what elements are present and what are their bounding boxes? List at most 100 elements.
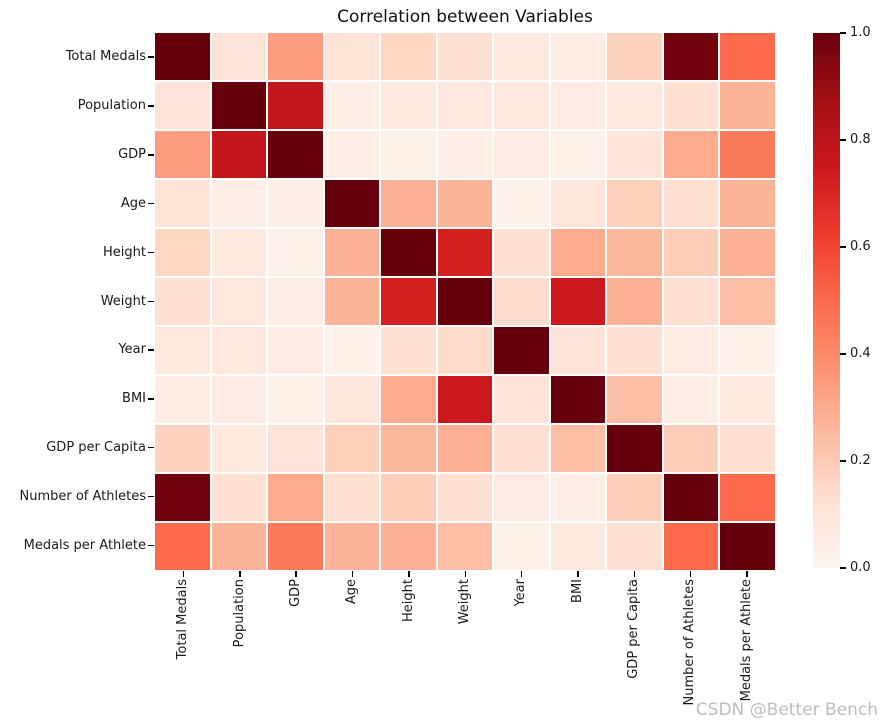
heatmap-cell [607,376,662,423]
x-axis-tick [239,571,241,577]
heatmap-cell [550,523,606,570]
heatmap-cell [607,523,662,570]
heatmap-cell [720,327,775,374]
heatmap-cell [268,327,323,374]
heatmap-cell [324,82,380,129]
y-axis-tick [148,349,154,351]
colorbar-tick [840,246,846,248]
heatmap-cell [324,229,380,276]
heatmap-cell [211,278,267,325]
heatmap-cell [268,523,323,570]
heatmap-cell [324,131,380,178]
heatmap-cell [268,131,323,178]
heatmap-cell [268,425,323,472]
heatmap-cell [437,180,493,227]
x-axis-tick [182,571,185,577]
y-axis-tick [148,202,154,205]
heatmap-cell [663,33,719,80]
heatmap-cell [550,376,606,423]
heatmap-cell [607,425,662,472]
heatmap-cell [550,327,606,374]
heatmap-cell [211,523,267,570]
x-tick-label: GDP per Capita [626,579,642,679]
x-tick-label: Weight [457,579,472,625]
heatmap-cell [437,474,493,521]
heatmap-cell [494,180,549,227]
heatmap-cell [663,376,719,423]
heatmap-cell [663,278,719,325]
heatmap-cell [663,327,719,374]
y-axis-tick [148,398,154,400]
heatmap-cell [381,376,436,423]
heatmap-cell [381,523,436,570]
heatmap-cell [381,474,436,521]
y-tick-label: GDP per Capita [46,439,146,455]
heatmap-cell [381,82,436,129]
heatmap-cell [663,425,719,472]
y-axis-tick [148,56,154,58]
heatmap-cell [550,131,606,178]
heatmap-cell [324,278,380,325]
heatmap-cell [550,229,606,276]
colorbar-tick-label: 0.8 [850,132,871,147]
heatmap-cell [324,474,380,521]
y-tick-label: GDP [118,147,146,163]
colorbar-tick-label: 0.2 [850,453,871,468]
heatmap-cell [494,327,549,374]
heatmap-cell [494,82,549,129]
heatmap-cell [494,131,549,178]
y-tick-label: Age [120,195,146,211]
heatmap-cell [381,131,436,178]
heatmap-cell [381,425,436,472]
x-axis-tick [464,571,466,577]
heatmap-cell [324,523,380,570]
heatmap-cell [268,376,323,423]
heatmap-cell [211,33,267,80]
y-tick-label: Medals per Athlete [23,537,146,553]
heatmap-cell [268,82,323,129]
x-tick-label: Age [344,579,360,605]
heatmap-cell [381,327,436,374]
y-axis-tick [148,105,154,107]
heatmap-cell [324,327,380,374]
heatmap-cell [381,229,436,276]
heatmap-cell [437,327,493,374]
y-tick-label: Number of Athletes [19,488,147,504]
y-tick-label: Height [103,244,146,260]
heatmap-cell [607,327,662,374]
heatmap-cell [211,425,267,472]
heatmap-cell [324,376,380,423]
heatmap-cell [494,425,549,472]
heatmap-cell [324,33,380,80]
colorbar-tick [840,353,846,355]
x-tick-label: Number of Athletes [682,579,698,706]
heatmap-cell [437,425,493,472]
y-axis-tick [148,300,154,302]
heatmap-cell [720,425,775,472]
y-tick-label: Total Medals [65,49,146,65]
heatmap-cell [268,278,323,325]
heatmap-cell [663,180,719,227]
heatmap-cell [607,278,662,325]
chart-title: Correlation between Variables [337,7,593,27]
heatmap-cell [268,180,323,227]
heatmap-cell [211,376,267,423]
x-tick-label: GDP [287,579,303,607]
heatmap-cell [720,131,775,178]
heatmap-cell [607,131,662,178]
heatmap-cell [268,229,323,276]
x-tick-label: BMI [569,579,585,603]
heatmap-cell [663,131,719,178]
x-tick-label: Medals per Athlete [738,579,754,702]
heatmap-cell [155,523,210,570]
heatmap-cell [437,376,493,423]
heatmap-cell [550,474,606,521]
heatmap-cell [155,180,210,227]
heatmap-cell [437,131,493,178]
heatmap-cell [720,474,775,521]
heatmap-cell [607,82,662,129]
heatmap-cell [268,474,323,521]
x-axis-tick [520,571,523,577]
heatmap-cell [607,33,662,80]
heatmap-cell [211,474,267,521]
